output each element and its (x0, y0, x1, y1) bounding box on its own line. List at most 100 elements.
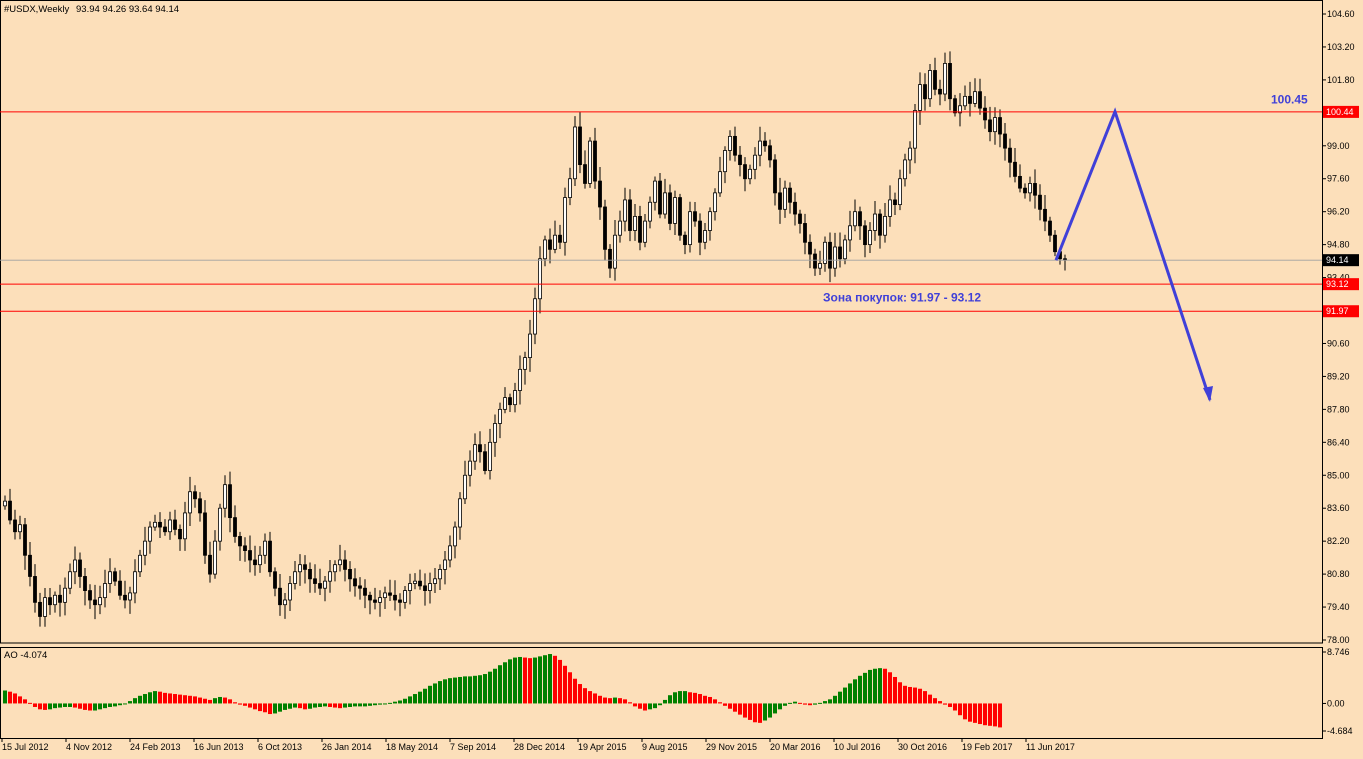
candle-body (498, 408, 502, 424)
candle-body (793, 201, 797, 215)
candle-body (633, 215, 637, 231)
candle-body (158, 521, 162, 528)
candle-body (543, 239, 547, 260)
ao-bar (743, 703, 747, 718)
candle-body (248, 550, 252, 561)
candle-body (768, 145, 772, 161)
time-tick-label: 15 Jul 2012 (2, 742, 49, 752)
candle-body (523, 357, 527, 370)
candle-body (48, 597, 52, 606)
candle-body (78, 559, 82, 577)
candle-body (508, 397, 512, 406)
ao-bar (648, 703, 652, 710)
candle-body (88, 590, 92, 601)
candle-body (328, 571, 332, 582)
candle-body (28, 554, 32, 577)
ao-bar (598, 695, 602, 704)
price-tick-label: 86.40 (1327, 437, 1350, 447)
candle-body (688, 211, 692, 246)
time-tick-label: 19 Apr 2015 (578, 742, 627, 752)
ao-bar (93, 703, 97, 711)
candle-body (628, 199, 632, 231)
ao-bar (178, 694, 182, 704)
ao-bar (123, 703, 127, 705)
level-tag-label: 100.44 (1326, 107, 1354, 117)
candle-body (483, 451, 487, 471)
time-tick-label: 9 Aug 2015 (642, 742, 688, 752)
candle-body (468, 460, 472, 476)
price-tick-label: 80.80 (1327, 569, 1350, 579)
ao-bar (278, 703, 282, 712)
ao-bar (828, 699, 832, 704)
ao-tick-label: 0.00 (1327, 698, 1345, 708)
candle-body (473, 444, 477, 462)
ao-bar (938, 701, 942, 704)
candle-body (493, 423, 497, 443)
ao-bar (543, 655, 547, 704)
candle-body (118, 580, 122, 596)
ao-bar (758, 703, 762, 723)
ao-bar (88, 703, 92, 711)
candle-body (693, 211, 697, 222)
ao-bar (993, 703, 997, 727)
candle-body (418, 580, 422, 587)
candle-body (578, 126, 582, 166)
ao-bar (813, 703, 817, 705)
candle-body (138, 554, 142, 573)
time-tick-label: 16 Jun 2013 (194, 742, 244, 752)
candle-body (623, 199, 627, 222)
ao-bar (663, 699, 667, 704)
candle-body (868, 230, 872, 246)
ao-bar (858, 675, 862, 704)
time-tick-label: 26 Jan 2014 (322, 742, 372, 752)
main-panel-border (0, 0, 1323, 644)
ao-bar (368, 703, 372, 706)
forecast-arrowhead (1203, 385, 1213, 402)
ao-bar (818, 702, 822, 704)
ao-bar (238, 703, 242, 705)
candle-body (958, 105, 962, 114)
level-tag (1323, 305, 1359, 318)
main-price-panel[interactable] (0, 0, 1323, 644)
ao-bar (168, 693, 172, 704)
candle-body (73, 559, 77, 573)
ao-bar (413, 694, 417, 704)
candle-body (683, 234, 687, 246)
ao-oscillator-panel[interactable] (0, 647, 1323, 739)
candle-body (388, 592, 392, 596)
ao-bar (503, 662, 507, 704)
candle-body (703, 230, 707, 243)
ao-bar (573, 678, 577, 704)
candle-body (873, 213, 877, 231)
ao-bar (248, 703, 252, 708)
ao-bar (568, 672, 572, 704)
candle-body (1013, 161, 1017, 177)
ao-bar (213, 698, 217, 704)
ao-bar (478, 675, 482, 704)
ao-bar (313, 703, 317, 708)
ao-bar (658, 703, 662, 706)
ao-bar (13, 693, 17, 704)
candle-body (968, 95, 972, 104)
ao-bar (913, 687, 917, 704)
ao-bar (293, 703, 297, 708)
candle-body (298, 564, 302, 573)
ao-bar (608, 698, 612, 704)
ao-bar (273, 703, 277, 714)
ao-bar (563, 665, 567, 704)
candle-body (903, 159, 907, 180)
ao-bar (78, 703, 82, 709)
candle-body (603, 206, 607, 250)
candle-body (3, 500, 7, 507)
candle-body (68, 571, 72, 589)
ao-bar (148, 692, 152, 704)
ao-bar (343, 703, 347, 708)
time-tick-label: 20 Mar 2016 (770, 742, 821, 752)
candle-body (1028, 183, 1032, 194)
ao-bar (723, 703, 727, 706)
candle-body (218, 507, 222, 542)
candle-body (163, 526, 167, 533)
level-tag (1323, 105, 1359, 118)
candle-body (998, 117, 1002, 135)
